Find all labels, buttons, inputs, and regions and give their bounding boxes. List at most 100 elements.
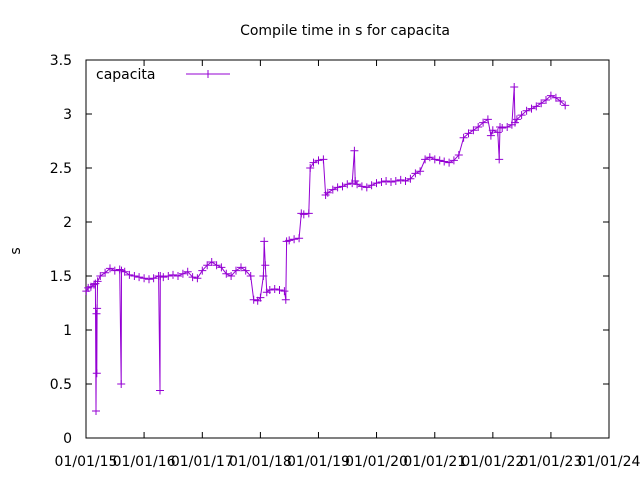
data-point: [159, 273, 168, 282]
data-point: [372, 179, 381, 188]
data-point: [425, 153, 434, 162]
data-point: [295, 234, 304, 243]
data-point: [486, 131, 495, 140]
data-point: [261, 261, 270, 270]
data-point: [546, 91, 555, 100]
y-tick-label: 0: [63, 431, 72, 447]
data-point: [391, 177, 400, 185]
y-axis-label: s: [8, 247, 24, 254]
data-point: [474, 123, 483, 131]
series-layer: [82, 83, 570, 415]
data-point: [495, 155, 504, 164]
data-point: [517, 111, 526, 120]
data-point: [188, 273, 197, 282]
data-point: [532, 102, 541, 111]
x-tick-label: 01/01/19: [287, 454, 350, 470]
data-point: [203, 261, 212, 270]
data-point: [249, 295, 258, 304]
data-point: [542, 96, 550, 104]
data-point: [183, 267, 192, 276]
data-point: [498, 124, 507, 132]
data-point: [387, 178, 395, 186]
data-point: [309, 158, 318, 167]
y-tick-label: 1: [63, 323, 72, 339]
data-point: [117, 380, 126, 388]
legend: capacita: [96, 67, 230, 83]
data-point: [280, 287, 289, 296]
data-point: [198, 266, 207, 275]
data-point: [106, 264, 114, 273]
data-point: [522, 106, 531, 115]
data-point: [464, 129, 473, 138]
x-tick-label: 01/01/23: [519, 454, 582, 470]
y-tick-label: 2: [63, 215, 72, 231]
y-tick-label: 3: [63, 107, 72, 123]
data-point: [488, 126, 497, 135]
data-point: [178, 269, 187, 278]
data-point: [259, 272, 268, 280]
y-tick-label: 1.5: [50, 269, 72, 285]
data-point: [281, 295, 290, 304]
data-point: [338, 182, 347, 191]
data-point: [110, 266, 119, 275]
data-point: [440, 157, 449, 166]
data-point: [343, 180, 352, 189]
data-point: [362, 183, 371, 192]
data-point: [140, 274, 149, 283]
x-tick-label: 01/01/21: [403, 454, 466, 470]
data-point: [92, 369, 101, 378]
data-point: [130, 272, 139, 280]
data-point: [511, 118, 519, 127]
data-point: [93, 304, 102, 313]
data-point: [193, 274, 202, 283]
data-point: [377, 178, 386, 186]
x-tick-label: 01/01/16: [113, 454, 176, 470]
data-point: [90, 280, 98, 289]
data-point: [237, 263, 245, 272]
data-point: [156, 386, 164, 395]
data-point: [117, 266, 126, 275]
data-point: [406, 174, 415, 183]
data-point: [493, 128, 502, 137]
data-point: [145, 275, 153, 284]
data-point: [416, 167, 425, 176]
data-point: [217, 263, 226, 272]
data-point: [135, 273, 144, 282]
data-point: [299, 210, 308, 219]
data-point: [275, 286, 284, 294]
data-point: [479, 118, 488, 127]
data-point: [537, 99, 546, 108]
data-point: [290, 235, 299, 244]
chart-title: Compile time in s for capacita: [240, 23, 450, 39]
data-point: [174, 272, 182, 280]
data-point: [304, 209, 313, 218]
data-point: [246, 272, 255, 280]
y-tick-label: 3.5: [50, 53, 72, 69]
x-tick-label: 01/01/18: [229, 454, 292, 470]
data-point: [503, 123, 512, 131]
data-point: [93, 277, 102, 286]
data-point: [430, 155, 439, 164]
data-point: [314, 156, 323, 165]
data-point: [285, 236, 294, 245]
y-tick-label: 2.5: [50, 161, 72, 177]
data-point: [169, 270, 177, 279]
y-tick-label: 0.5: [50, 377, 72, 393]
data-point: [561, 101, 570, 110]
data-point: [212, 261, 221, 270]
data-point: [421, 155, 430, 164]
data-point: [483, 115, 492, 124]
data-point: [149, 274, 158, 283]
data-point: [449, 156, 458, 165]
legend-label-capacita: capacita: [96, 67, 155, 83]
data-point: [401, 177, 410, 185]
data-point: [92, 309, 101, 318]
data-point: [82, 287, 91, 296]
y-axis-ticks: 0 0.5 1 1.5 2 2.5 3 3.5: [50, 53, 609, 447]
data-point: [556, 97, 565, 105]
plot-frame: [85, 59, 610, 439]
x-tick-label: 01/01/22: [461, 454, 524, 470]
legend-marker-capacita: [204, 70, 212, 78]
data-point: [454, 151, 463, 159]
